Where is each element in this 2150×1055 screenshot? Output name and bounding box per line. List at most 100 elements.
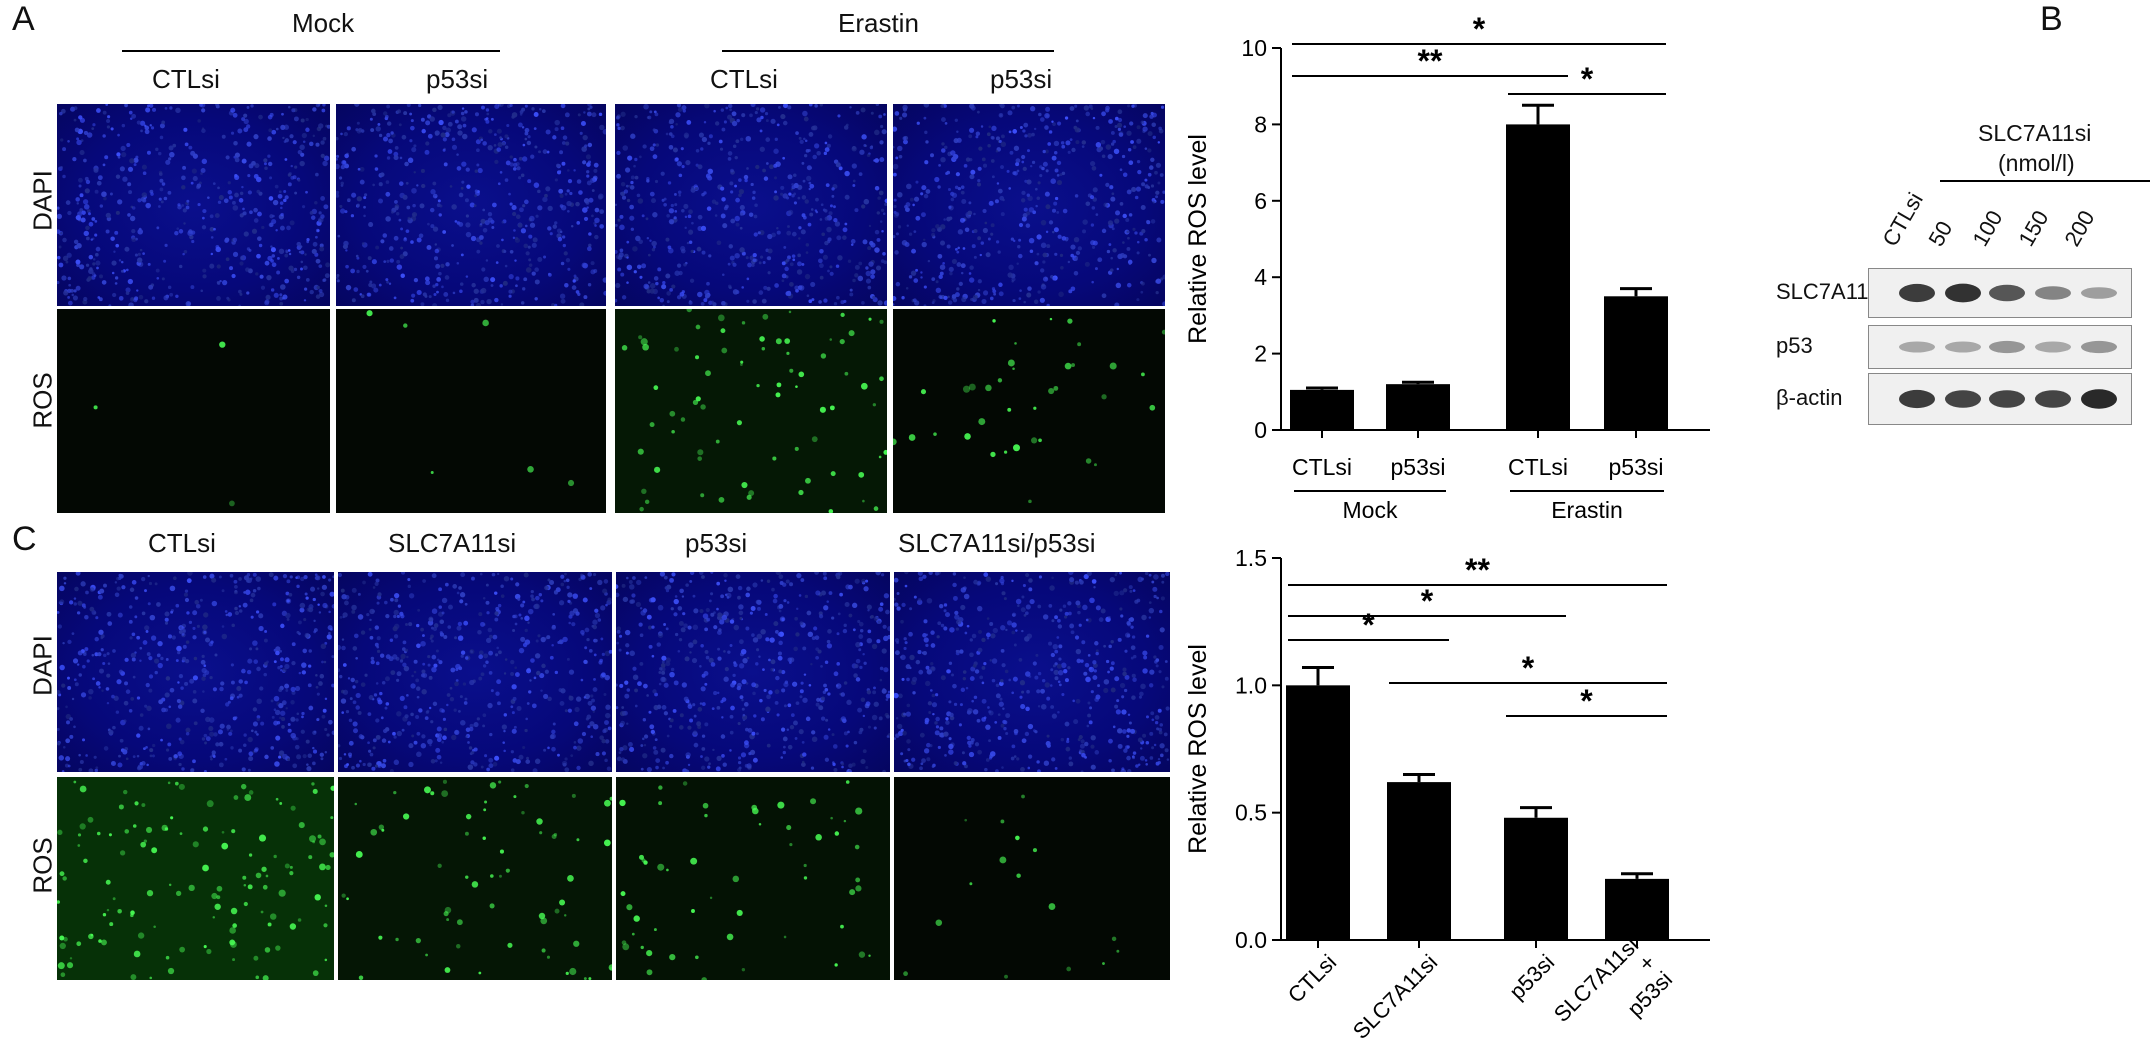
- chart-c-bar-2: [1504, 817, 1568, 940]
- chart-a-ytick-label-1: 2: [1254, 341, 1267, 367]
- group-label-erastin: Erastin: [838, 8, 919, 38]
- panel-c-cells-1-2: [616, 777, 890, 980]
- blot-band-0-3: [2035, 286, 2071, 300]
- blot-protein-label-1: p53: [1776, 333, 1813, 358]
- panel-c-dapi-image-1: [338, 572, 612, 772]
- chart-c-xlabel-1: SLC7A11si: [1348, 950, 1442, 1044]
- chart-c-errorbar-3: [1621, 872, 1653, 879]
- blot-protein-label-0: SLC7A11: [1776, 279, 1869, 304]
- panel-c-ros-image-2: [616, 777, 890, 980]
- panel-a-ros-image-1: [336, 309, 606, 513]
- row-label-c-dapi: DAPI: [27, 635, 58, 696]
- chart-a-ytick-label-4: 8: [1254, 111, 1267, 137]
- panel-c-cells-0-0: [57, 572, 334, 772]
- panel-a-cells-0-2: [615, 104, 887, 306]
- chart-a-xlabel-1: p53si: [1391, 454, 1446, 480]
- chart-a-ytick-label-3: 6: [1254, 188, 1267, 214]
- chart-c-bar-0: [1286, 685, 1350, 940]
- panel-c-cells-0-2: [616, 572, 890, 772]
- panel-a-dapi-image-1: [336, 104, 606, 306]
- blot-band-1-1: [1945, 341, 1981, 353]
- panel-c-cells-0-1: [338, 572, 612, 772]
- panel-a-cells-1-0: [93, 341, 235, 507]
- chart-c-ytick-label-0: 0.0: [1235, 927, 1267, 953]
- panel-c-ros-image-0: [57, 777, 334, 980]
- chart-a-ytick-label-2: 4: [1254, 264, 1267, 290]
- chart-c-errorbar-2: [1520, 806, 1552, 818]
- panel-c-ros-image-3: [894, 777, 1170, 980]
- blot-band-2-1: [1945, 390, 1981, 408]
- chart-a-sig-label-0: *: [1473, 11, 1486, 47]
- chart-a-errorbar-3: [1620, 287, 1652, 297]
- panel-a-cells-1-3: [893, 317, 1165, 504]
- chart-c-sig-label-2: *: [1362, 607, 1375, 643]
- panel-a-cells-1-1: [366, 310, 575, 487]
- blot-band-2-2: [1989, 390, 2025, 408]
- blot-lane-label-1: 50: [1923, 216, 1958, 251]
- blot-lane-label-2: 100: [1967, 206, 2008, 251]
- col-label-c-3: SLC7A11si/p53si: [898, 528, 1096, 558]
- chart-a-ylabel: Relative ROS level: [1184, 134, 1212, 344]
- panel-a-cells-0-3: [893, 104, 1165, 306]
- chart-a-sig-label-2: *: [1581, 61, 1594, 97]
- row-label-a-ros: ROS: [27, 372, 58, 429]
- group-label-mock: Mock: [292, 8, 355, 38]
- chart-c-errorbar-0: [1302, 666, 1334, 686]
- group-line-erastin: [722, 50, 1054, 52]
- panel-a-dapi-image-0: [57, 104, 330, 306]
- chart-a-xlabel-0: CTLsi: [1292, 454, 1352, 480]
- col-label-a-1: p53si: [426, 64, 489, 94]
- col-label-a-3: p53si: [990, 64, 1053, 94]
- chart-a-xlabel-2: CTLsi: [1508, 454, 1568, 480]
- col-label-c-2: p53si: [685, 528, 748, 558]
- panel-a-ros-image-3: [893, 309, 1165, 513]
- col-label-c-0: CTLsi: [148, 528, 216, 558]
- blot-band-0-0: [1899, 283, 1935, 303]
- chart-a-xlabel-3: p53si: [1609, 454, 1664, 480]
- chart-a-errorbar-2: [1522, 103, 1554, 125]
- col-label-a-0: CTLsi: [152, 64, 220, 94]
- chart-c-xlabel-3: SLC7A11si+p53si: [1549, 933, 1677, 1027]
- chart-a-sig-label-1: **: [1418, 43, 1443, 79]
- chart-c-bar-3: [1605, 878, 1669, 940]
- chart-c-ytick-label-3: 1.5: [1235, 545, 1267, 571]
- panel-c-cells-1-3: [903, 794, 1120, 979]
- panel-a-dapi-image-2: [615, 104, 887, 306]
- blot-lane-label-3: 150: [2013, 206, 2054, 251]
- blot-band-1-4: [2081, 340, 2117, 354]
- blot-header-line2: (nmol/l): [1998, 150, 2075, 176]
- blot-lane-label-4: 200: [2059, 206, 2100, 251]
- blot-protein-label-2: β-actin: [1776, 385, 1843, 410]
- panel-a-cells-1-2: [615, 309, 887, 513]
- blot-header-line: [1940, 180, 2150, 182]
- panel-b-letter: B: [2040, 0, 2063, 38]
- chart-a-errorbar-0: [1306, 386, 1338, 390]
- chart-a-bar-3: [1604, 296, 1668, 430]
- row-label-c-ros: ROS: [27, 837, 58, 894]
- panel-c-cells-0-3: [894, 572, 1170, 772]
- group-line-mock: [122, 50, 500, 52]
- blot-strip-2: [1868, 373, 2132, 425]
- blot-strip-0: [1868, 268, 2132, 318]
- blot-band-0-1: [1945, 283, 1981, 303]
- chart-a-bar-2: [1506, 124, 1570, 431]
- chart-c-sig-label-1: *: [1421, 583, 1434, 619]
- chart-c-ytick-label-2: 1.0: [1235, 672, 1267, 698]
- chart-c-sig-label-4: *: [1580, 683, 1593, 719]
- panel-c-cells-1-1: [338, 777, 612, 980]
- panel-c-dapi-image-0: [57, 572, 334, 772]
- chart-a-ytick-label-5: 10: [1241, 35, 1267, 61]
- chart-c-bar-1: [1387, 782, 1451, 940]
- chart-c-ytick-label-1: 0.5: [1235, 800, 1267, 826]
- chart-a-bar-1: [1386, 384, 1450, 430]
- blot-strip-1: [1868, 325, 2132, 369]
- blot-lane-label-0: CTLsi: [1877, 188, 1928, 251]
- col-label-a-2: CTLsi: [710, 64, 778, 94]
- panel-a-cells-0-1: [336, 104, 606, 306]
- blot-band-1-2: [1989, 340, 2025, 354]
- blot-band-0-2: [1989, 284, 2025, 302]
- chart-c-sig-label-3: *: [1522, 650, 1535, 686]
- chart-a-group-label-0: Mock: [1343, 497, 1398, 520]
- panel-a-letter: A: [12, 0, 35, 38]
